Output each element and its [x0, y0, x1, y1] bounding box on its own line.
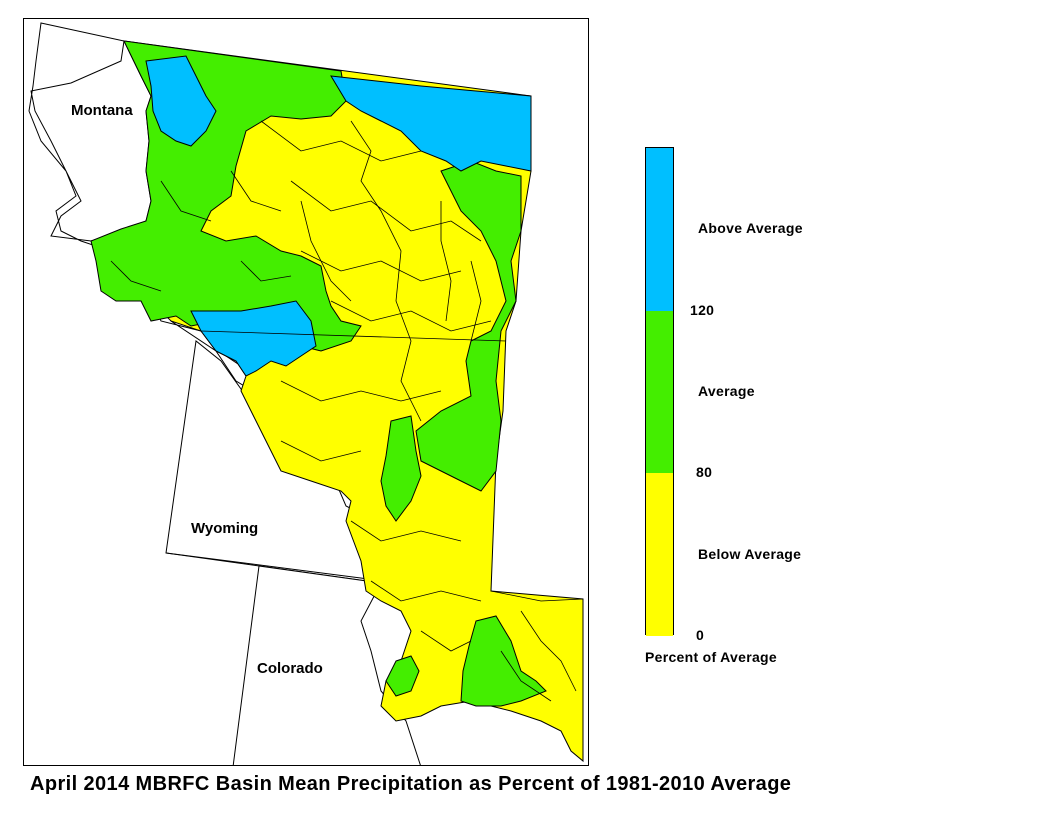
- legend-class-label: Above Average: [698, 220, 803, 237]
- basin-map: [28, 22, 584, 765]
- legend-threshold-label: 120: [690, 301, 715, 318]
- basin-region-average-central: [380, 415, 422, 522]
- legend-swatch-average: [646, 310, 673, 474]
- sub-basin-boundaries: [110, 120, 584, 702]
- basin-region-average-east: [415, 160, 522, 492]
- legend-title: Percent of Average: [645, 649, 777, 665]
- map-caption: April 2014 MBRFC Basin Mean Precipitatio…: [30, 773, 792, 795]
- state-label-montana: Montana: [71, 102, 133, 119]
- legend-swatch-below-average: [646, 473, 673, 636]
- legend-color-bar: [645, 147, 674, 636]
- legend-threshold-label: 0: [696, 627, 705, 643]
- state-label-wyoming: Wyoming: [191, 520, 259, 537]
- legend-class-label: Average: [698, 383, 755, 399]
- state-label-colorado: Colorado: [257, 660, 323, 677]
- basin-region-above-northeast: [330, 75, 532, 172]
- legend-swatch-above-average: [646, 148, 673, 311]
- legend-threshold-label: 80: [696, 464, 713, 481]
- map-panel: Montana Wyoming Colorado: [23, 18, 589, 766]
- legend-class-label: Below Average: [698, 545, 802, 562]
- basin-region-above-northwest: [145, 55, 217, 147]
- basin-region-average-southwest: [385, 655, 420, 697]
- basin-region-above-central: [190, 300, 317, 377]
